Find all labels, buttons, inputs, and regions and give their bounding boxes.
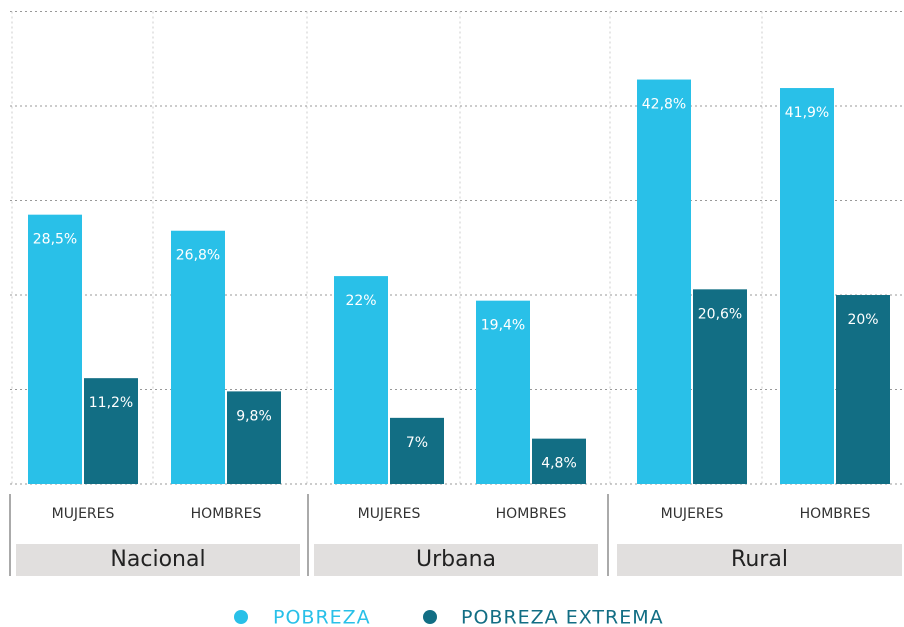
data-label: 26,8% — [176, 248, 220, 264]
data-label: 41,9% — [785, 105, 829, 121]
data-label: 20,6% — [698, 306, 742, 322]
data-label: 19,4% — [481, 318, 525, 334]
group-box — [314, 544, 598, 576]
legend-swatch — [423, 610, 437, 624]
bar — [334, 276, 388, 484]
data-label: 9,8% — [236, 408, 272, 424]
bar — [693, 289, 747, 484]
bar — [84, 378, 138, 484]
legend-swatch — [234, 610, 248, 624]
group-label: Nacional — [110, 547, 205, 572]
bar — [637, 79, 691, 484]
x-tick-label: HOMBRES — [191, 506, 262, 522]
data-label: 20% — [847, 312, 878, 328]
legend-label: POBREZA EXTREMA — [461, 607, 664, 627]
x-tick-label: MUJERES — [661, 506, 724, 522]
bar — [171, 230, 225, 484]
group-box — [16, 544, 300, 576]
bar — [532, 438, 586, 484]
bar — [227, 391, 281, 484]
x-tick-label: MUJERES — [358, 506, 421, 522]
bar — [780, 88, 834, 485]
bar — [836, 295, 890, 484]
bar — [476, 300, 530, 484]
group-box — [617, 544, 902, 576]
bar — [390, 417, 444, 484]
bar — [28, 214, 82, 485]
legend-label: POBREZA — [273, 607, 371, 627]
x-tick-label: HOMBRES — [496, 506, 567, 522]
data-label: 22% — [345, 293, 376, 309]
data-label: 11,2% — [89, 395, 133, 411]
data-label: 4,8% — [541, 456, 577, 472]
group-label: Urbana — [416, 547, 496, 572]
data-label: 28,5% — [33, 232, 77, 248]
data-label: 42,8% — [642, 97, 686, 113]
data-label: 7% — [406, 435, 428, 451]
x-tick-label: HOMBRES — [800, 506, 871, 522]
x-tick-label: MUJERES — [52, 506, 115, 522]
group-label: Rural — [731, 547, 788, 572]
